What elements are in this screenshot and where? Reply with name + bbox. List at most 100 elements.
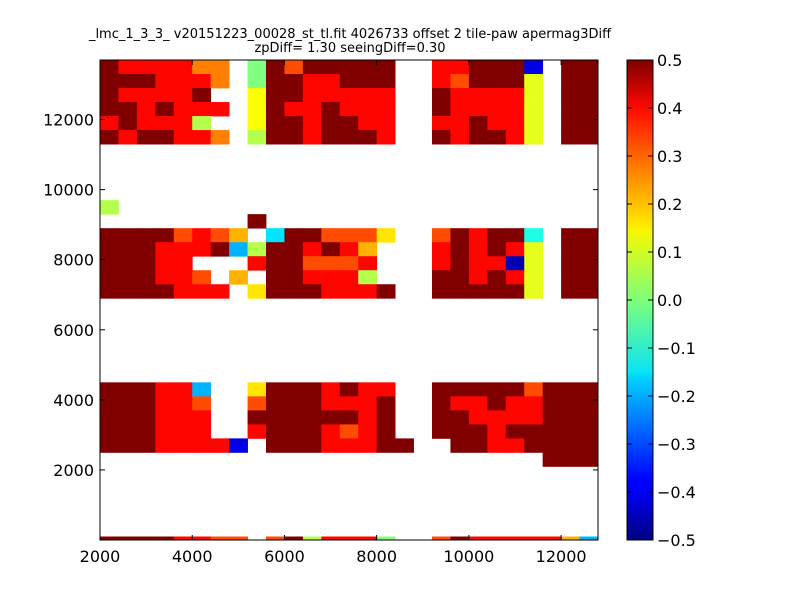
heatmap-cell <box>173 536 193 541</box>
heatmap-cell <box>487 228 507 243</box>
heatmap-cell <box>487 60 507 75</box>
heatmap-cell <box>266 438 285 453</box>
heatmap-cell <box>302 102 322 117</box>
heatmap-cell <box>321 130 341 145</box>
heatmap-cell <box>524 382 544 397</box>
heatmap-cell <box>247 410 267 425</box>
heatmap-cell <box>579 270 599 285</box>
heatmap-cell <box>358 396 378 411</box>
heatmap-cell <box>210 102 230 117</box>
heatmap-cell <box>210 242 230 257</box>
heatmap-cell <box>192 116 212 131</box>
heatmap-cell <box>155 284 175 299</box>
heatmap-cell <box>210 284 230 299</box>
heatmap-cell <box>100 256 119 271</box>
heatmap-cell <box>579 284 599 299</box>
heatmap-cell <box>432 424 451 439</box>
heatmap-cell <box>302 228 322 243</box>
heatmap-cell <box>302 116 322 131</box>
heatmap-cell <box>339 382 359 397</box>
y-tick-label: 10000 <box>43 181 94 200</box>
heatmap-cell <box>524 396 544 411</box>
heatmap-cell <box>155 228 175 243</box>
heatmap-cell <box>487 116 507 131</box>
heatmap-cell <box>579 228 599 243</box>
heatmap-cell <box>321 60 341 75</box>
heatmap-cell <box>579 536 599 541</box>
heatmap-cell <box>376 536 396 541</box>
heatmap-cell <box>118 270 138 285</box>
heatmap-cell <box>192 88 212 103</box>
heatmap-cell <box>468 102 488 117</box>
heatmap-cell <box>487 130 507 145</box>
heatmap-cell <box>136 438 156 453</box>
heatmap-cell <box>450 424 470 439</box>
heatmap-cell <box>100 424 119 439</box>
heatmap-cell <box>432 60 451 75</box>
heatmap-cell <box>118 228 138 243</box>
heatmap-cell <box>247 60 267 75</box>
heatmap-cell <box>561 242 580 257</box>
heatmap-cells <box>100 60 599 541</box>
heatmap-cell <box>505 130 525 145</box>
heatmap-cell <box>524 102 544 117</box>
heatmap-cell <box>339 116 359 131</box>
heatmap-cell <box>210 228 230 243</box>
heatmap-cell <box>229 228 248 243</box>
heatmap-cell <box>284 270 304 285</box>
heatmap-cell <box>155 382 175 397</box>
heatmap-cell <box>100 88 119 103</box>
heatmap-cell <box>524 60 544 75</box>
heatmap-cell <box>192 130 212 145</box>
heatmap-cell <box>505 438 525 453</box>
heatmap-cell <box>100 396 119 411</box>
heatmap-cell <box>432 228 451 243</box>
y-tick-label: 2000 <box>53 461 94 480</box>
heatmap-cell <box>302 438 322 453</box>
heatmap-cell <box>468 270 488 285</box>
heatmap-cell <box>468 60 488 75</box>
x-tick-label: 10000 <box>443 547 494 566</box>
heatmap-cell <box>284 116 304 131</box>
y-tick-label: 12000 <box>43 111 94 130</box>
heatmap-cell <box>284 382 304 397</box>
heatmap-cell <box>579 396 599 411</box>
heatmap-cell <box>155 74 175 89</box>
heatmap-cell <box>192 284 212 299</box>
heatmap-cell <box>136 536 156 541</box>
heatmap-cell <box>358 102 378 117</box>
heatmap-cell <box>136 60 156 75</box>
heatmap-cell <box>524 256 544 271</box>
heatmap-cell <box>561 410 580 425</box>
heatmap-cell <box>136 74 156 89</box>
heatmap-cell <box>173 88 193 103</box>
heatmap-cell <box>155 60 175 75</box>
heatmap-cell <box>358 60 378 75</box>
heatmap-cell <box>542 382 562 397</box>
heatmap-cell <box>100 116 119 131</box>
heatmap-cell <box>358 116 378 131</box>
heatmap-cell <box>339 284 359 299</box>
heatmap-cell <box>561 256 580 271</box>
colorbar-tick-label: 0.1 <box>657 243 682 262</box>
heatmap-cell <box>561 382 580 397</box>
heatmap-cell <box>542 424 562 439</box>
heatmap-cell <box>284 256 304 271</box>
heatmap-cell <box>302 424 322 439</box>
heatmap-cell <box>487 256 507 271</box>
heatmap-cell <box>561 284 580 299</box>
heatmap-cell <box>100 102 119 117</box>
heatmap-cell <box>561 88 580 103</box>
heatmap-cell <box>561 228 580 243</box>
heatmap-cell <box>266 410 285 425</box>
heatmap-cell <box>136 242 156 257</box>
heatmap-cell <box>487 396 507 411</box>
heatmap-cell <box>579 102 599 117</box>
heatmap-cell <box>579 382 599 397</box>
heatmap-cell <box>155 536 175 541</box>
heatmap-cell <box>450 382 470 397</box>
heatmap-cell <box>505 88 525 103</box>
heatmap-cell <box>266 242 285 257</box>
heatmap-cell <box>247 102 267 117</box>
heatmap-cell <box>302 270 322 285</box>
